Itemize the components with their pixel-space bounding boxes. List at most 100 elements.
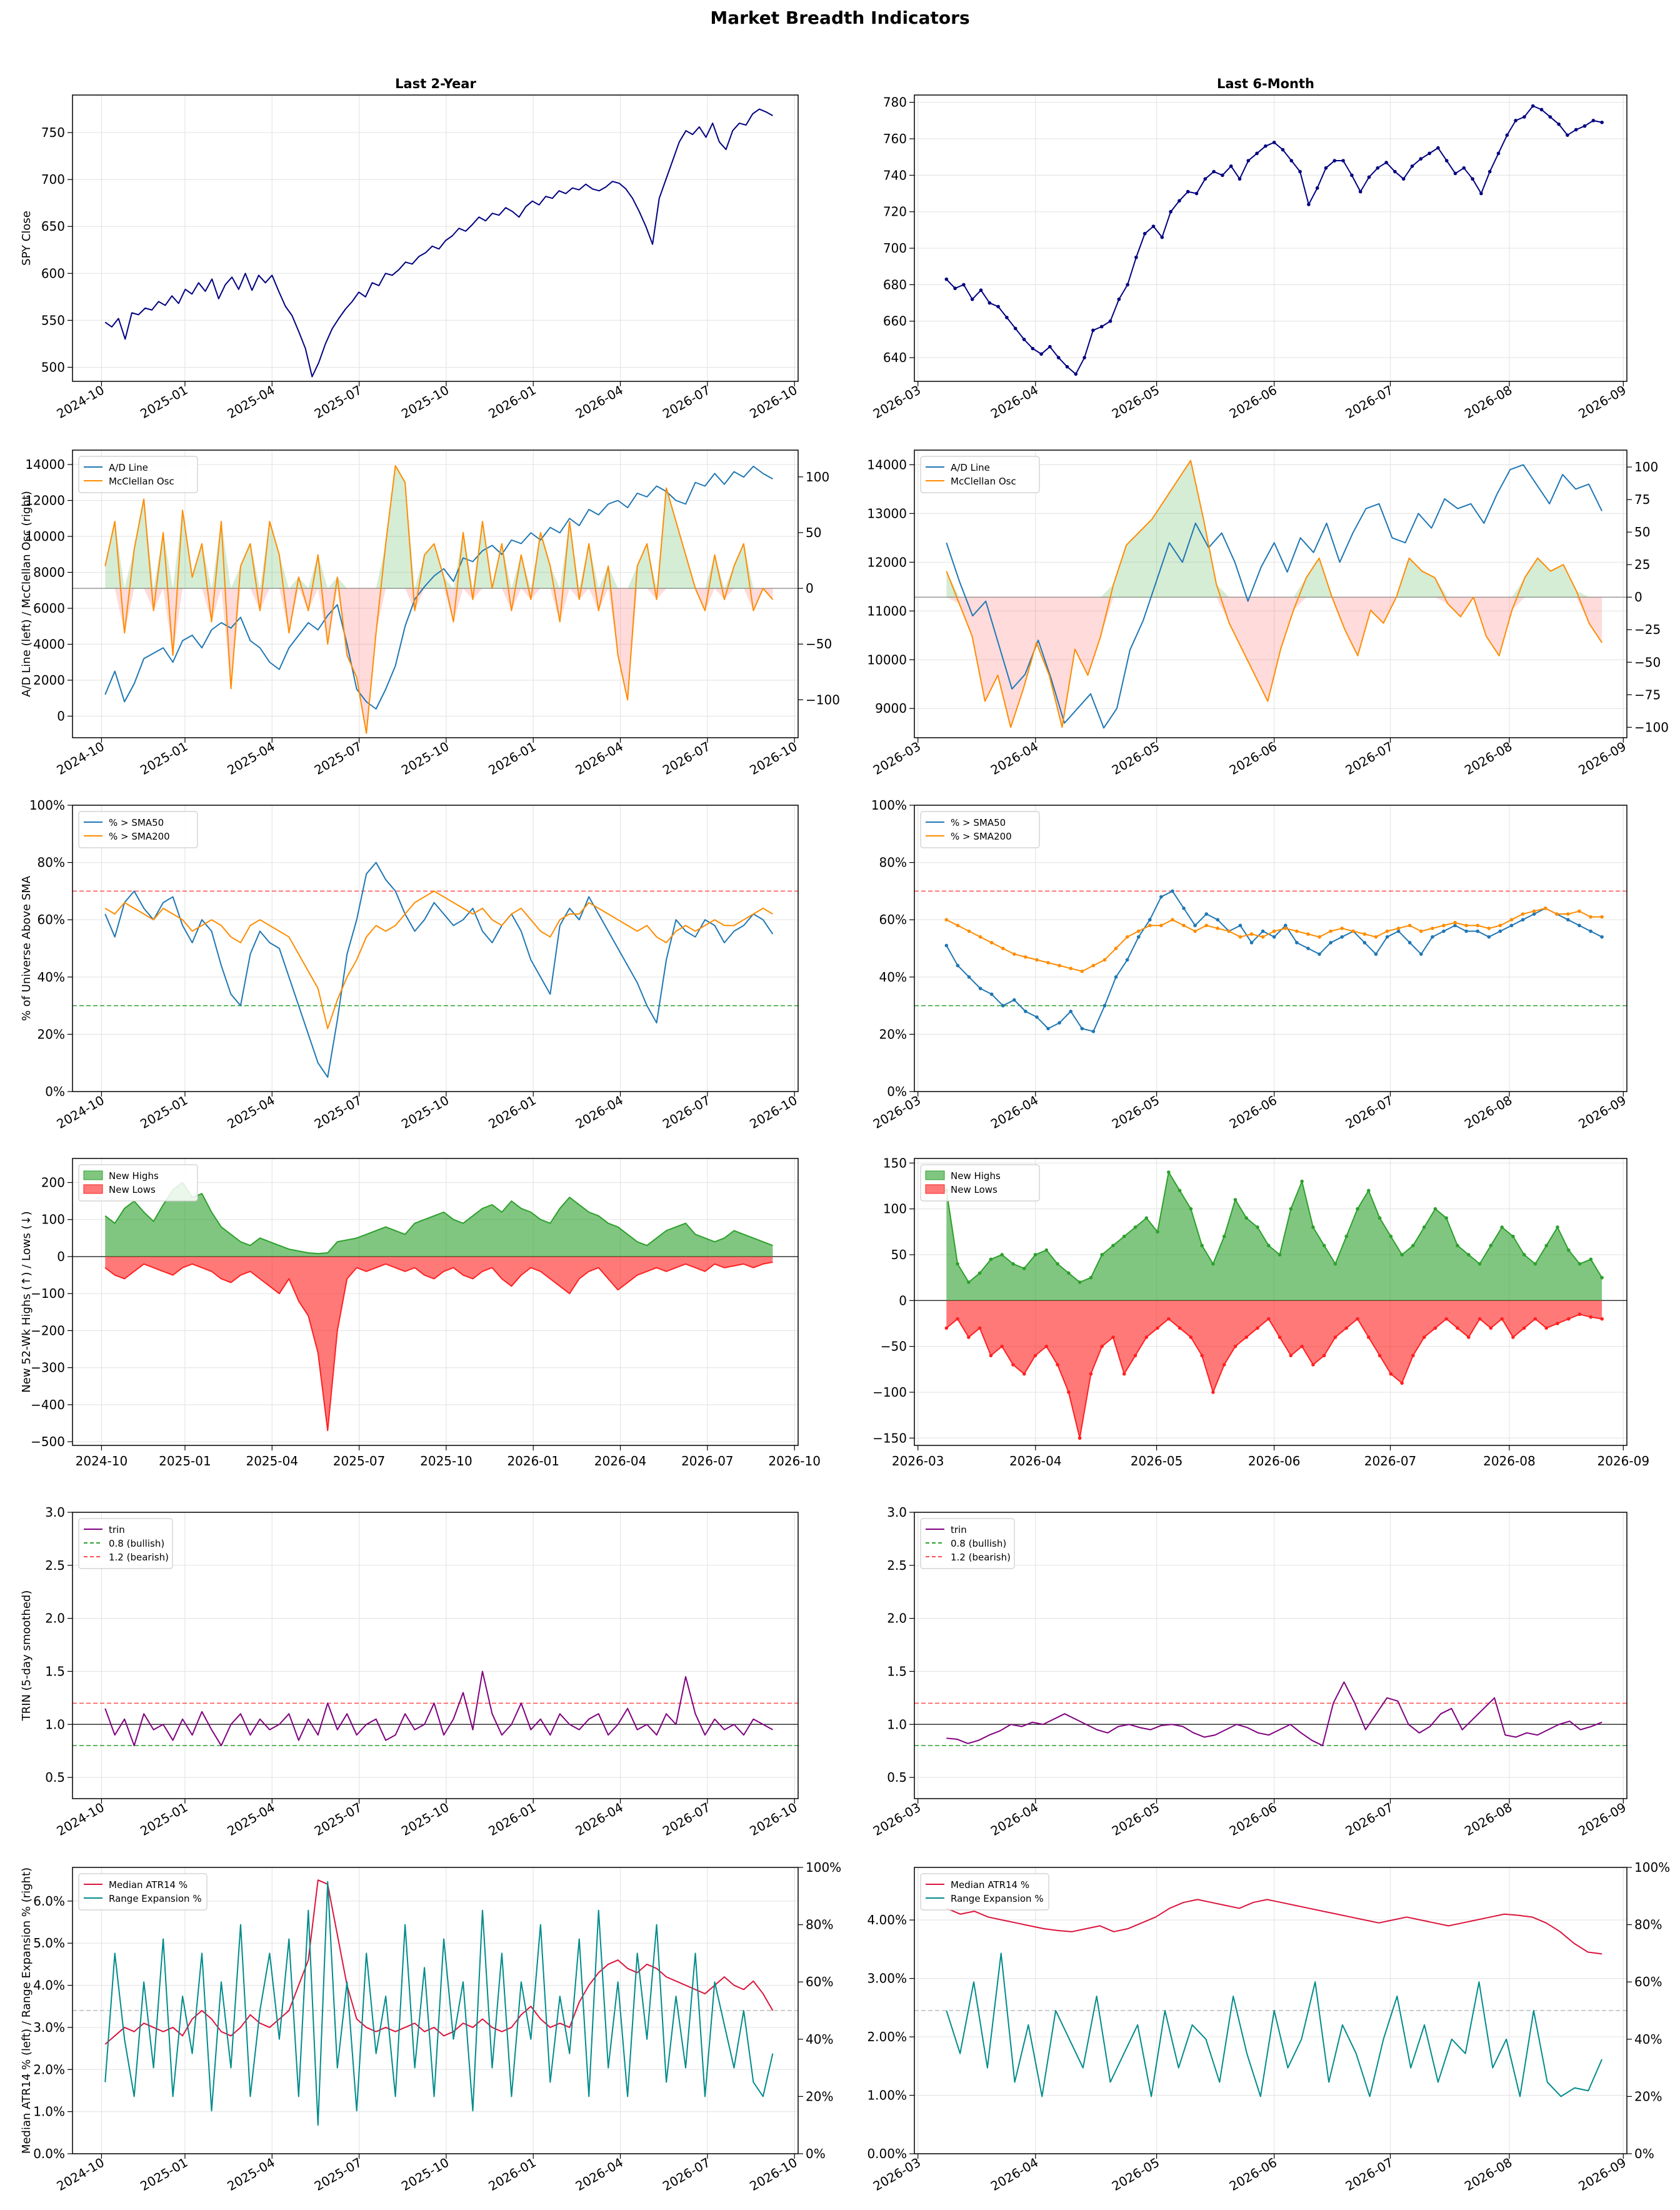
data-point [1267, 1243, 1271, 1248]
data-point [1431, 927, 1434, 930]
data-point [1148, 918, 1152, 922]
plot-frame [72, 1867, 799, 2154]
data-point [1283, 923, 1288, 928]
data-point [1350, 173, 1354, 178]
data-point [1374, 935, 1378, 939]
x-tick-label: 2026-04 [573, 2155, 626, 2194]
data-point [1600, 935, 1604, 939]
data-point [1307, 203, 1311, 206]
data-point [1322, 1243, 1326, 1248]
data-point [1600, 120, 1604, 124]
new-lows-line [104, 1261, 773, 1432]
y-tick-label: −100 [872, 1385, 907, 1400]
x-tick-label: 2026-06 [1227, 1800, 1279, 1839]
y-tick-label: −500 [31, 1434, 65, 1449]
y2-tick-label: 80% [806, 1917, 833, 1932]
data-point [1589, 1257, 1593, 1262]
y-tick-label: 500 [41, 359, 65, 374]
new-highs-area [105, 1182, 773, 1257]
data-point [1067, 1271, 1071, 1275]
legend-label: % > SMA50 [951, 817, 1006, 828]
data-point [1067, 1390, 1071, 1394]
legend-label: McClellan Osc [109, 476, 174, 487]
data-point [1082, 356, 1086, 359]
legend-swatch [925, 1184, 945, 1194]
legend: New Highs New Lows [78, 1164, 198, 1202]
data-point [1058, 1021, 1061, 1025]
data-point [1511, 1335, 1515, 1339]
data-point [1464, 923, 1468, 928]
data-point [956, 1262, 959, 1266]
legend: % > SMA50 % > SMA200 [78, 811, 198, 848]
x-tick-label: 2026-05 [1131, 1454, 1183, 1469]
data-point [1249, 932, 1254, 936]
y-tick-label: 720 [883, 204, 907, 219]
data-point [1471, 177, 1474, 181]
y-axis-label: A/D Line (left) / McClellan Osc (right) [20, 491, 33, 697]
data-point [1566, 1317, 1571, 1321]
data-point [1453, 923, 1457, 928]
x-tick-label: 2025-10 [399, 739, 451, 778]
data-point [1078, 1436, 1082, 1440]
y2-tick-label: −50 [1634, 655, 1661, 670]
y2-tick-label: −75 [1634, 687, 1661, 702]
x-tick-label: 2026-09 [1598, 1454, 1650, 1469]
data-point [1204, 923, 1209, 928]
y-tick-label: 3.0 [887, 1505, 907, 1520]
data-point [1489, 1243, 1493, 1248]
data-point [1159, 895, 1163, 899]
y2-tick-label: 0% [1634, 2146, 1654, 2161]
y-tick-label: 4.0% [33, 1978, 65, 1993]
plot-frame [914, 805, 1628, 1092]
data-point [1264, 144, 1268, 148]
data-point [1333, 1262, 1338, 1266]
a-d-line-line [946, 464, 1602, 729]
data-point [1589, 1315, 1593, 1319]
x-tick-label: 2025-07 [312, 2155, 364, 2194]
data-point [1401, 177, 1406, 181]
x-tick-label: 2026-05 [1109, 1800, 1162, 1839]
data-point [1222, 1363, 1226, 1367]
y-tick-label: 10000 [25, 529, 65, 544]
data-point [1476, 923, 1479, 928]
x-tick-label: 2025-10 [399, 1800, 451, 1839]
legend-label: New Lows [109, 1184, 156, 1195]
data-point [1411, 1243, 1415, 1248]
data-point [1498, 929, 1502, 933]
x-tick-label: 2026-07 [681, 1454, 734, 1469]
legend-label: 0.8 (bullish) [109, 1538, 164, 1549]
x-tick-label: 2025-04 [224, 2155, 277, 2194]
data-point [989, 992, 994, 997]
data-point [1589, 915, 1592, 919]
y-tick-label: 20% [879, 1027, 907, 1042]
y-tick-label: −200 [31, 1323, 65, 1338]
data-point [978, 1326, 982, 1330]
data-point [1511, 1234, 1515, 1238]
data-point [1056, 1262, 1059, 1266]
y-axis-label: Median ATR14 % (left) / Range Expansion … [20, 1867, 33, 2154]
data-point [1144, 1216, 1149, 1220]
x-tick-label: 2026-08 [1462, 383, 1514, 422]
data-point [944, 918, 949, 922]
x-tick-label: 2026-08 [1462, 2155, 1514, 2194]
x-tick-label: 2026-04 [573, 383, 626, 422]
data-point [1048, 344, 1052, 349]
y-tick-label: 100 [883, 1202, 907, 1217]
data-point [1419, 157, 1423, 161]
y-tick-label: 6000 [33, 601, 65, 616]
x-tick-label: 2024-10 [54, 383, 107, 422]
data-point [1178, 199, 1181, 203]
data-point [1344, 1234, 1349, 1238]
data-point [1366, 1335, 1371, 1339]
x-tick-label: 2026-10 [747, 1800, 799, 1839]
y-tick-label: 6.0% [33, 1894, 65, 1909]
y-tick-label: 100% [29, 798, 65, 813]
data-point [988, 301, 992, 305]
data-point [1385, 929, 1389, 933]
y-tick-label: 2000 [33, 673, 65, 688]
y-tick-label: 50 [891, 1247, 907, 1262]
legend-label: 0.8 (bullish) [951, 1538, 1006, 1549]
y-tick-label: 700 [41, 172, 65, 187]
legend-box [920, 811, 1040, 848]
sma-right-panel: 2026-03 2026-04 2026-05 2026-06 2026-07 2026-… [871, 798, 1629, 1132]
